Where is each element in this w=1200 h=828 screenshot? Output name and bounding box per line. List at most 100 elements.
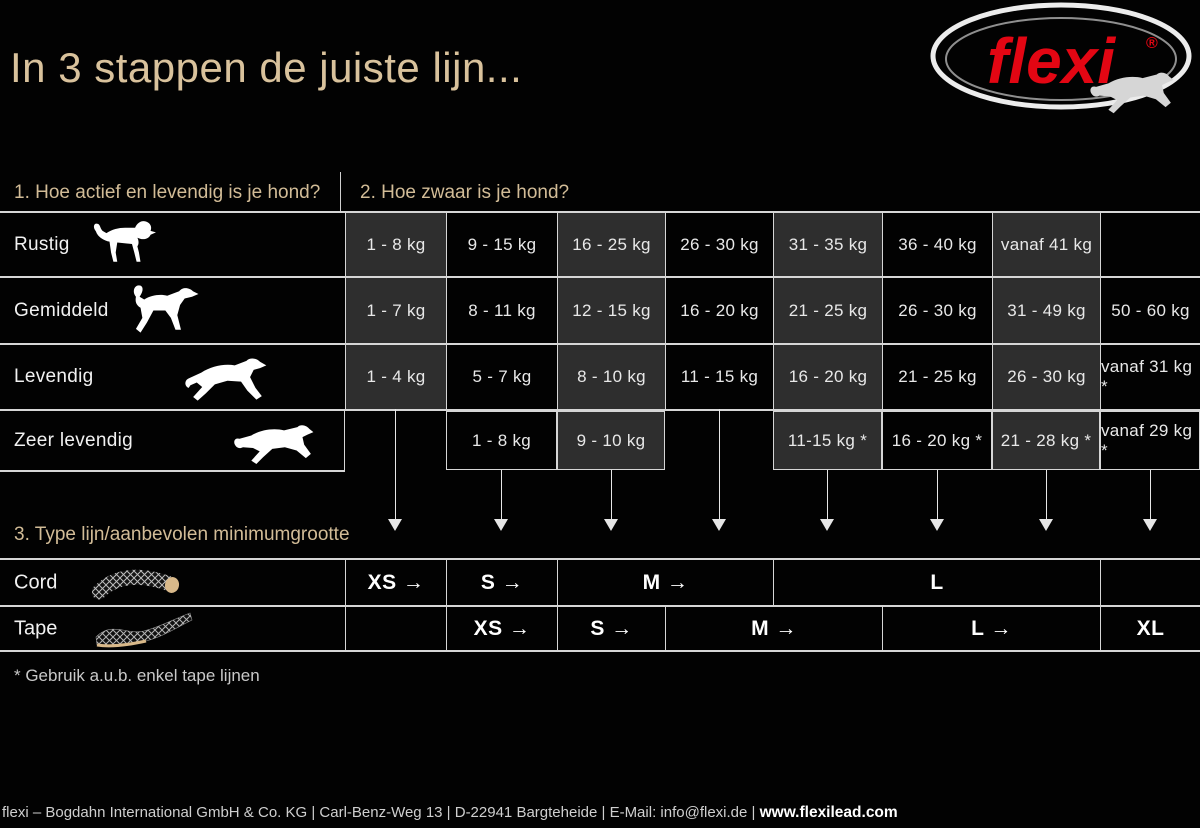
size-cell bbox=[345, 607, 446, 650]
weight-cell: vanaf 41 kg bbox=[992, 213, 1100, 276]
weight-cell: vanaf 29 kg * bbox=[1100, 411, 1200, 470]
size-cell: S → bbox=[446, 560, 557, 605]
size-row-cord: Cord XS → S → M → L bbox=[0, 560, 1200, 605]
table-line bbox=[0, 558, 1200, 560]
weight-cell: 11-15 kg * bbox=[773, 411, 882, 470]
weight-cell: 8 - 11 kg bbox=[446, 278, 557, 343]
step2-heading: 2. Hoe zwaar is je hond? bbox=[360, 182, 570, 203]
tape-label: Tape bbox=[14, 617, 58, 639]
table-line bbox=[0, 650, 1200, 652]
weight-cell: 12 - 15 kg bbox=[557, 278, 665, 343]
down-arrow-icon bbox=[501, 470, 502, 519]
down-arrow-icon bbox=[1039, 519, 1053, 531]
flexi-logo: flexi ® bbox=[925, 2, 1197, 120]
weight-cell: 31 - 49 kg bbox=[992, 278, 1100, 343]
weight-cell bbox=[1100, 213, 1200, 276]
activity-label: Rustig bbox=[14, 233, 70, 255]
cord-label: Cord bbox=[14, 571, 58, 593]
cord-leash-icon bbox=[92, 569, 180, 599]
down-arrow-icon bbox=[712, 519, 726, 531]
activity-label: Gemiddeld bbox=[14, 299, 109, 321]
size-cell: XS → bbox=[345, 560, 446, 605]
table-line bbox=[0, 211, 1200, 213]
table-line bbox=[0, 343, 1200, 345]
weight-cell: 8 - 10 kg bbox=[557, 345, 665, 409]
weight-row-levendig: Levendig 1 - 4 kg 5 - 7 kg 8 - 10 kg 11 … bbox=[0, 345, 1200, 409]
weight-row-zeer-levendig: Zeer levendig 1 - 8 kg 9 - 10 kg 11-15 k… bbox=[0, 411, 1200, 470]
weight-cell: 11 - 15 kg bbox=[665, 345, 773, 409]
weight-cell: 21 - 28 kg * bbox=[992, 411, 1100, 470]
size-cell: M → bbox=[665, 607, 882, 650]
weight-cell: 26 - 30 kg bbox=[665, 213, 773, 276]
size-cell: XL bbox=[1100, 607, 1200, 650]
down-arrow-icon bbox=[827, 470, 828, 519]
weight-cell: 1 - 4 kg bbox=[345, 345, 446, 409]
weight-row-rustig: Rustig 1 - 8 kg 9 - 15 kg 16 - 25 kg 26 … bbox=[0, 213, 1200, 276]
down-arrow-icon bbox=[604, 519, 618, 531]
dog-sprinting-icon bbox=[234, 425, 314, 464]
dog-running-icon bbox=[185, 358, 267, 401]
dog-standing-icon bbox=[93, 221, 156, 262]
table-line bbox=[0, 605, 1200, 607]
registered-mark: ® bbox=[1146, 35, 1158, 52]
logo-swoosh-inner bbox=[945, 17, 1177, 101]
table-line bbox=[0, 276, 1200, 278]
weight-cell: 16 - 25 kg bbox=[557, 213, 665, 276]
down-arrow-icon bbox=[611, 470, 612, 519]
leaping-dog-icon bbox=[1090, 72, 1174, 114]
table-line bbox=[0, 409, 1200, 411]
down-arrow-icon bbox=[820, 519, 834, 531]
down-arrow-icon bbox=[494, 519, 508, 531]
down-arrow-icon bbox=[1046, 470, 1047, 519]
down-arrow-icon bbox=[395, 409, 396, 519]
activity-label: Levendig bbox=[14, 366, 94, 387]
footer-url: www.flexilead.com bbox=[759, 804, 898, 821]
size-cell: M → bbox=[557, 560, 773, 605]
down-arrow-icon bbox=[937, 470, 938, 519]
footer: flexi – Bogdahn International GmbH & Co.… bbox=[2, 804, 898, 822]
logo-swoosh-outer bbox=[930, 2, 1192, 110]
tape-leash-icon bbox=[95, 612, 193, 647]
dog-trotting-icon bbox=[133, 285, 199, 333]
step3-heading: 3. Type lijn/aanbevolen minimumgrootte bbox=[14, 524, 350, 545]
down-arrow-icon bbox=[388, 519, 402, 531]
weight-cell: 50 - 60 kg bbox=[1100, 278, 1200, 343]
down-arrow-icon bbox=[1150, 470, 1151, 519]
weight-cell: 16 - 20 kg bbox=[665, 278, 773, 343]
down-arrow-icon bbox=[719, 409, 720, 519]
weight-cell: 16 - 20 kg * bbox=[882, 411, 992, 470]
table-line bbox=[0, 470, 345, 472]
down-arrow-icon bbox=[1143, 519, 1157, 531]
down-arrow-icon bbox=[930, 519, 944, 531]
weight-cell: 9 - 15 kg bbox=[446, 213, 557, 276]
size-cell: L → bbox=[882, 607, 1100, 650]
weight-cell: 21 - 25 kg bbox=[882, 345, 992, 409]
size-row-tape: Tape XS → S → M → L → XL bbox=[0, 607, 1200, 650]
flexi-logo-graphic: flexi ® bbox=[930, 2, 1192, 114]
weight-cell: 26 - 30 kg bbox=[882, 278, 992, 343]
weight-cell: 31 - 35 kg bbox=[773, 213, 882, 276]
footer-text: flexi – Bogdahn International GmbH & Co.… bbox=[2, 804, 760, 821]
weight-cell: 26 - 30 kg bbox=[992, 345, 1100, 409]
weight-cell: 9 - 10 kg bbox=[557, 411, 665, 470]
weight-cell: 1 - 8 kg bbox=[446, 411, 557, 470]
footnote: * Gebruik a.u.b. enkel tape lijnen bbox=[14, 666, 260, 685]
size-cell: S → bbox=[557, 607, 665, 650]
flexi-wordmark: flexi bbox=[987, 25, 1116, 97]
page-title: In 3 stappen de juiste lijn... bbox=[10, 44, 523, 91]
size-cell bbox=[1100, 560, 1200, 605]
step1-heading: 1. Hoe actief en levendig is je hond? bbox=[14, 182, 321, 203]
header-divider bbox=[340, 172, 341, 212]
weight-cell: 5 - 7 kg bbox=[446, 345, 557, 409]
weight-cell: vanaf 31 kg * bbox=[1100, 345, 1200, 409]
weight-cell: 16 - 20 kg bbox=[773, 345, 882, 409]
weight-cell: 21 - 25 kg bbox=[773, 278, 882, 343]
activity-label: Zeer levendig bbox=[14, 429, 134, 451]
weight-row-gemiddeld: Gemiddeld 1 - 7 kg 8 - 11 kg 12 - 15 kg … bbox=[0, 278, 1200, 343]
table-line bbox=[344, 411, 345, 470]
weight-cell: 36 - 40 kg bbox=[882, 213, 992, 276]
weight-cell: 1 - 7 kg bbox=[345, 278, 446, 343]
size-cell: XS → bbox=[446, 607, 557, 650]
weight-cell: 1 - 8 kg bbox=[345, 213, 446, 276]
